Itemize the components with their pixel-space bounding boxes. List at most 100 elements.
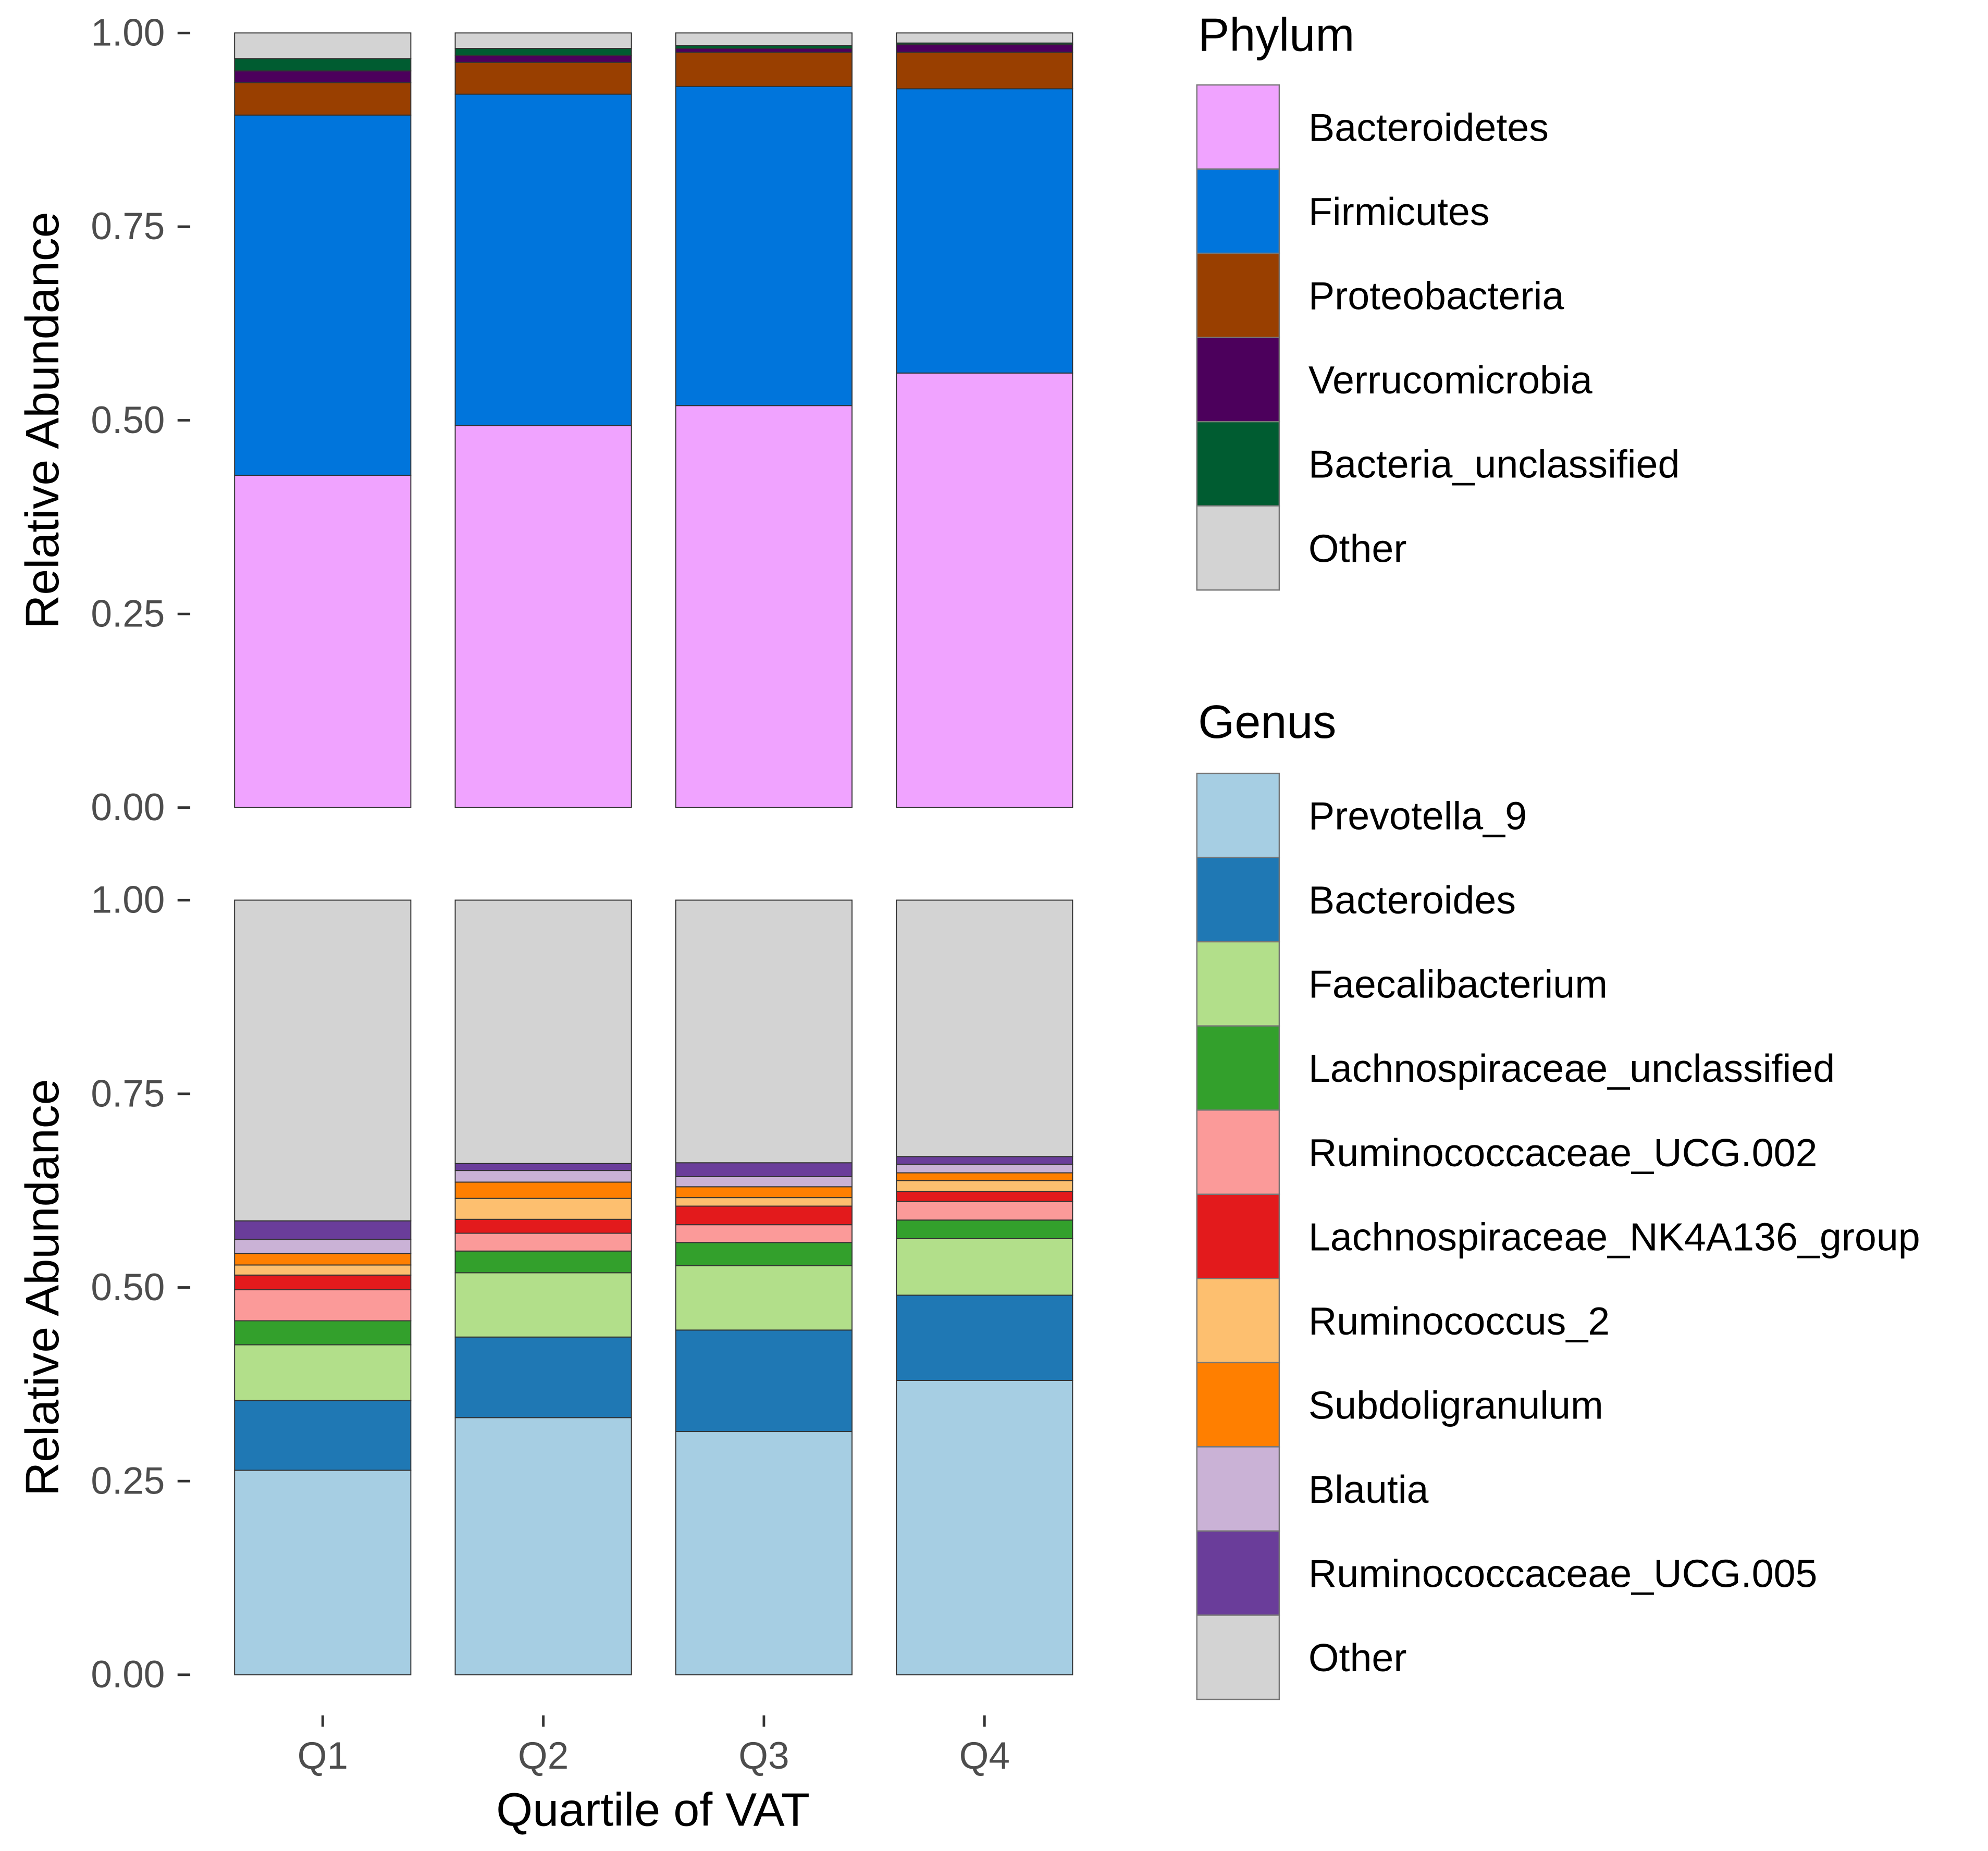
bar-segment-subdoligranulum [896,1172,1073,1181]
y-tick-label: 0.75 [91,1072,165,1115]
legend-item: Other [1196,1614,1407,1700]
bar-segment-blautia [454,1170,632,1183]
bar-segment-other [454,32,632,49]
bar-segment-faecalibacterium [896,1238,1073,1296]
x-tick-label: Q3 [738,1735,789,1777]
bar-segment-ruminococcus-2 [454,1198,632,1220]
legend-swatch [1196,1193,1280,1279]
y-tick-label: 0.25 [91,593,165,635]
bar-q1 [234,32,412,808]
bar-segment-proteobacteria [234,82,412,116]
legend-item: Lachnospiraceae_unclassified [1196,1025,1835,1111]
legend-label: Blautia [1308,1467,1429,1511]
legend-label: Verrucomicrobia [1308,358,1592,402]
legend-swatch [1196,505,1280,591]
bar-segment-firmicutes [896,88,1073,374]
bar-segment-bacteroidetes [896,372,1073,808]
legend-swatch [1196,1109,1280,1195]
legend-title: Genus [1198,696,1336,748]
bar-segment-ruminococcaceae-ucg-002 [234,1289,412,1322]
y-tick-label: 0.00 [91,786,165,829]
y-tick-label: 0.25 [91,1460,165,1502]
bar-segment-other [896,32,1073,44]
legend-label: Ruminococcaceae_UCG.005 [1308,1551,1818,1595]
bar-segment-faecalibacterium [675,1265,853,1331]
legend-swatch [1196,941,1280,1027]
bar-segment-lachnospiraceae-unclassified [896,1219,1073,1239]
bar-segment-bacteroides [675,1329,853,1433]
legend-item: Ruminococcus_2 [1196,1278,1610,1364]
legend-item: Ruminococcaceae_UCG.005 [1196,1530,1818,1616]
bar-segment-ruminococcaceae-ucg-005 [454,1163,632,1171]
bar-segment-other [675,32,853,46]
y-tick-label: 1.00 [91,12,165,54]
bar-segment-bacteria-unclassified [454,48,632,56]
bar-segment-subdoligranulum [675,1186,853,1199]
panel-bottom: 0.00 0.25 0.50 0.75 1.00 Relative Abundance Q1… [17,696,1920,1836]
legend-item: Lachnospiraceae_NK4A136_group [1196,1193,1920,1279]
legend-item: Bacteroides [1196,857,1516,943]
y-tick-label: 1.00 [91,879,165,921]
bar-segment-lachnospiraceae-unclassified [234,1320,412,1346]
y-axis-title: Relative Abundance [17,1079,69,1496]
bar-q1 [234,899,412,1675]
bar-segment-verrucomicrobia [454,55,632,63]
bar-segment-lachnospiraceae-nk4a136-group [454,1218,632,1234]
bar-q3 [675,32,853,808]
legend-swatch [1196,168,1280,254]
bar-segment-other [454,899,632,1164]
legend-label: Proteobacteria [1308,274,1564,318]
bar-segment-bacteria-unclassified [234,58,412,72]
x-axis-title: Quartile of VAT [496,1784,810,1836]
legend-item: Proteobacteria [1196,252,1564,338]
bar-segment-bacteroidetes [675,405,853,808]
bar-q4 [896,32,1073,808]
legend-item: Faecalibacterium [1196,941,1608,1027]
legend-phylum: Phylum Bacteroidetes Firmicutes Proteobacte… [1196,9,1680,591]
bar-segment-bacteroidetes [454,425,632,808]
legend-item: Other [1196,505,1406,591]
legend-label: Prevotella_9 [1308,794,1527,838]
bar-segment-other [234,32,412,59]
bar-segment-ruminococcaceae-ucg-002 [675,1224,853,1243]
bar-segment-bacteroides [454,1336,632,1418]
legend-label: Lachnospiraceae_NK4A136_group [1308,1215,1920,1258]
legend-label: Ruminococcus_2 [1308,1299,1610,1343]
bar-segment-proteobacteria [896,52,1073,90]
bar-segment-verrucomicrobia [675,48,853,53]
legend-item: Prevotella_9 [1196,772,1527,858]
bar-segment-ruminococcaceae-ucg-005 [234,1220,412,1240]
bar-segment-firmicutes [234,114,412,476]
y-tick-label: 0.00 [91,1653,165,1696]
legend-swatch [1196,772,1280,858]
legend-swatch [1196,1614,1280,1700]
bar-segment-firmicutes [454,93,632,426]
legend-genus: Genus Prevotella_9 Bacteroides Faecalibacte… [1196,696,1920,1700]
legend-label: Ruminococcaceae_UCG.002 [1308,1131,1818,1175]
bar-segment-subdoligranulum [234,1253,412,1266]
legend-swatch [1196,1278,1280,1364]
legend-item: Firmicutes [1196,168,1490,254]
bar-q4 [896,899,1073,1675]
legend-label: Subdoligranulum [1308,1383,1603,1427]
legend-item: Bacteria_unclassified [1196,421,1680,507]
bar-segment-bacteroides [234,1400,412,1471]
bar-segment-ruminococcus-2 [896,1180,1073,1192]
bar-segment-faecalibacterium [234,1344,412,1401]
bar-segment-ruminococcus-2 [234,1264,412,1276]
bar-segment-ruminococcus-2 [675,1197,853,1207]
bar-segment-firmicutes [675,85,853,406]
bar-segment-verrucomicrobia [896,44,1073,53]
legend-swatch [1196,1530,1280,1616]
legend-title: Phylum [1198,9,1354,61]
y-axis-title: Relative Abundance [17,212,69,629]
bar-segment-other [896,899,1073,1157]
bar-segment-bacteroidetes [234,475,412,808]
legend-label: Other [1308,1636,1407,1680]
legend-label: Faecalibacterium [1308,962,1608,1006]
legend-label: Bacteroidetes [1308,106,1549,150]
bar-segment-prevotella-9 [896,1379,1073,1675]
legend-swatch [1196,1362,1280,1448]
y-tick-label: 0.75 [91,205,165,248]
legend-item: Subdoligranulum [1196,1362,1603,1448]
